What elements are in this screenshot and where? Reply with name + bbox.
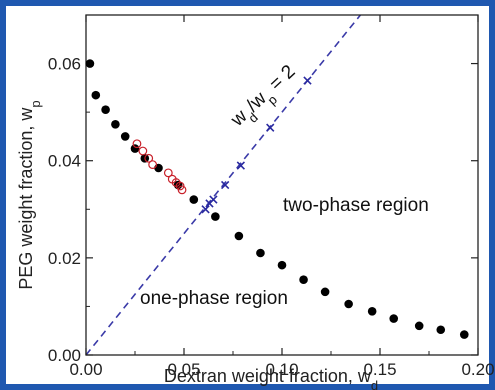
blue-cross-data-point bbox=[201, 205, 210, 214]
black-data-point bbox=[256, 248, 265, 258]
black-data-point bbox=[277, 260, 287, 270]
y-axis-title: PEG weight fraction, wp bbox=[16, 100, 43, 289]
reference-line bbox=[85, 14, 362, 356]
red-data-point bbox=[148, 160, 158, 170]
black-data-point bbox=[120, 132, 130, 141]
blue-cross-data-point bbox=[236, 161, 246, 170]
y-tick-label: 0.04 bbox=[48, 152, 81, 171]
black-data-point bbox=[130, 144, 140, 153]
y-tick-label: 0.06 bbox=[48, 55, 81, 74]
black-data-point bbox=[211, 212, 220, 221]
red-data-point bbox=[177, 185, 187, 195]
black-data-point bbox=[389, 314, 399, 323]
black-data-point bbox=[111, 119, 120, 129]
black-data-point bbox=[320, 287, 330, 297]
y-tick-label: 0.02 bbox=[48, 249, 81, 268]
x-axis-title: Dextran weight fraction, wd bbox=[164, 366, 378, 390]
black-data-point bbox=[101, 105, 110, 115]
x-tick-label: 0.00 bbox=[69, 360, 102, 379]
blue-cross-data-point bbox=[220, 180, 230, 190]
black-data-point bbox=[85, 59, 95, 68]
red-data-point bbox=[163, 168, 173, 178]
black-data-point bbox=[189, 195, 199, 204]
reference-line-label: wd/wp = 2 bbox=[226, 61, 303, 135]
black-data-point bbox=[154, 163, 163, 173]
red-data-point bbox=[138, 146, 148, 156]
blue-cross-data-point bbox=[303, 76, 312, 85]
black-data-point bbox=[299, 275, 308, 285]
one-phase-region-label: one-phase region bbox=[140, 288, 288, 309]
red-data-point bbox=[144, 153, 154, 163]
x-tick-label: 0.15 bbox=[363, 360, 396, 379]
two-phase-region-label: two-phase region bbox=[283, 195, 429, 216]
black-data-point bbox=[234, 231, 244, 241]
black-data-point bbox=[459, 330, 469, 339]
x-tick-label: 0.05 bbox=[167, 360, 200, 379]
black-data-point bbox=[91, 90, 101, 100]
x-tick-label: 0.20 bbox=[461, 360, 494, 379]
x-tick-label: 0.10 bbox=[265, 360, 298, 379]
black-data-point bbox=[344, 299, 353, 309]
black-data-point bbox=[367, 306, 377, 316]
y-tick-label: 0.00 bbox=[48, 346, 81, 365]
black-data-point bbox=[436, 325, 446, 335]
blue-cross-data-point bbox=[209, 195, 218, 204]
black-data-point bbox=[414, 321, 424, 331]
blue-cross-data-point bbox=[266, 123, 275, 132]
red-data-point bbox=[132, 139, 142, 149]
